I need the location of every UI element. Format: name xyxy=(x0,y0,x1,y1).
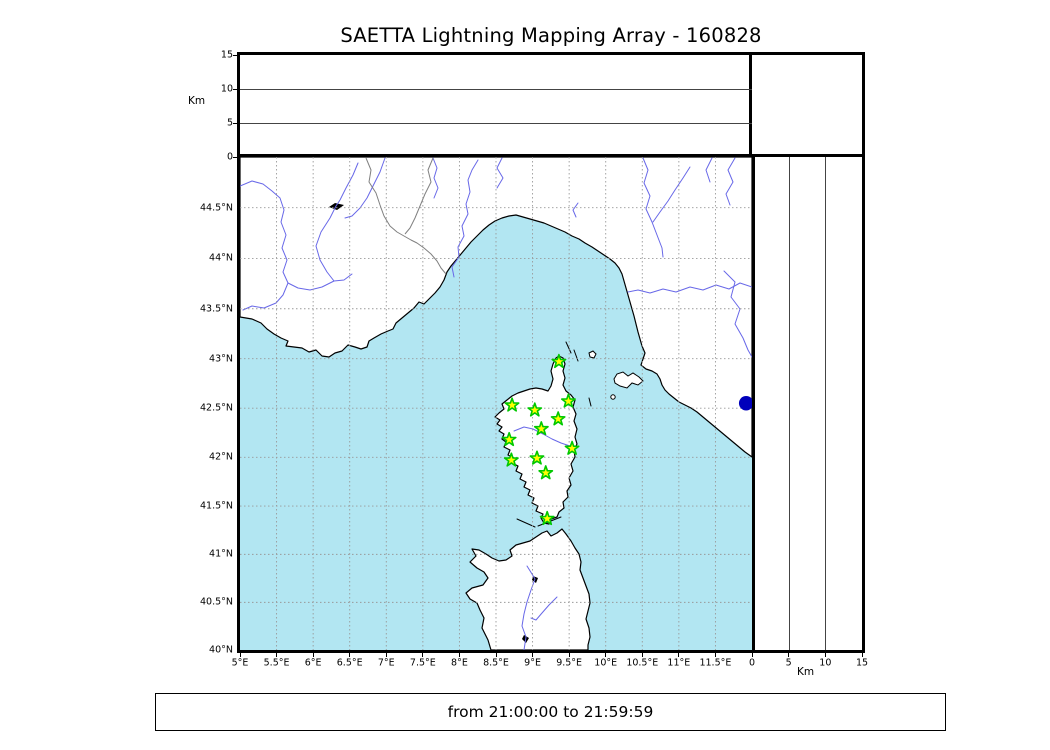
altitude-longitude-panel xyxy=(237,52,755,160)
rivers xyxy=(240,157,752,650)
altitude-gridline xyxy=(788,157,790,650)
longitude-tick xyxy=(458,653,460,657)
altitude-gridline xyxy=(240,123,752,124)
coastline-sardinia xyxy=(465,528,591,650)
altitude-tick-label: 0 xyxy=(748,657,756,669)
island-elba xyxy=(613,371,644,389)
altitude-gridline xyxy=(240,89,752,90)
longitude-tick-label: 5°E xyxy=(231,657,249,669)
lma-station-star xyxy=(529,450,545,465)
longitude-tick-label: 10.5°E xyxy=(626,657,659,669)
longitude-tick-label: 11.5°E xyxy=(699,657,732,669)
longitude-tick-label: 7.5°E xyxy=(409,657,436,669)
altitude-tick-label: 10 xyxy=(220,83,233,95)
altitude-tick-label: 5 xyxy=(785,657,792,669)
map-panel xyxy=(237,154,755,653)
latitude-tick-label: 43.5°N xyxy=(199,303,233,314)
country-borders xyxy=(365,157,447,275)
longitude-tick xyxy=(678,653,680,657)
longitude-tick xyxy=(641,653,643,657)
longitude-tick-label: 9.5°E xyxy=(556,657,583,669)
latitude-tick-label: 44.5°N xyxy=(199,201,233,213)
altitude-tick xyxy=(233,54,237,56)
longitude-tick xyxy=(605,653,607,657)
altitude-tick xyxy=(861,653,863,657)
longitude-tick xyxy=(312,653,314,657)
time-range-box: from 21:00:00 to 21:59:59 xyxy=(155,693,946,731)
lma-station-star xyxy=(527,402,543,417)
altitude-gridline xyxy=(825,157,827,650)
lake-serre-poncon xyxy=(329,203,344,210)
altitude-latitude-panel xyxy=(749,154,865,653)
altitude-tick-label: 15 xyxy=(220,49,233,61)
longitude-tick-label: 5.5°E xyxy=(263,657,290,669)
page-title: SAETTA Lightning Mapping Array - 160828 xyxy=(340,24,762,47)
coast-details xyxy=(516,341,592,528)
altitude-tick xyxy=(233,156,237,158)
longitude-tick xyxy=(422,653,424,657)
longitude-tick-label: 6.5°E xyxy=(336,657,363,669)
longitude-tick xyxy=(276,653,278,657)
altitude-tick-label: 0 xyxy=(226,151,233,163)
altitude-tick xyxy=(233,88,237,90)
longitude-tick-label: 9°E xyxy=(524,657,541,669)
longitude-tick-label: 7°E xyxy=(377,657,395,669)
longitude-tick-label: 8°E xyxy=(451,657,468,669)
lma-station-star xyxy=(539,510,555,526)
altitude-tick-label: 15 xyxy=(855,657,869,669)
latitude-tick-label: 43°N xyxy=(209,352,233,364)
latitude-tick-label: 40.5°N xyxy=(199,596,233,608)
lma-station-star xyxy=(533,421,549,436)
coastline-corsica xyxy=(494,355,578,525)
altitude-tick-label: 5 xyxy=(226,117,233,129)
longitude-tick xyxy=(239,653,241,657)
lightning-source-dot xyxy=(738,396,752,411)
corner-panel xyxy=(749,52,865,160)
longitude-tick xyxy=(349,653,351,657)
latitude-tick-label: 42°N xyxy=(209,451,233,463)
longitude-tick xyxy=(714,653,716,657)
latitude-tick-label: 44°N xyxy=(209,252,233,264)
longitude-tick xyxy=(532,653,534,657)
lma-station-star xyxy=(551,353,567,369)
latitude-tick-label: 42.5°N xyxy=(199,402,233,414)
lma-station-star xyxy=(504,397,520,412)
latitude-tick-label: 41.5°N xyxy=(199,500,233,512)
altitude-tick xyxy=(233,122,237,124)
longitude-tick xyxy=(495,653,497,657)
island-montecristo xyxy=(610,394,616,400)
longitude-tick-label: 10°E xyxy=(594,657,618,669)
lma-station-star xyxy=(564,440,580,455)
altitude-axis-label-left: Km xyxy=(188,95,206,107)
lma-station-star xyxy=(560,393,576,408)
island-capraia xyxy=(588,350,597,359)
lma-stations xyxy=(501,353,752,526)
latitude-tick-label: 41°N xyxy=(209,548,233,560)
lma-station-star xyxy=(538,465,554,480)
longitude-tick xyxy=(385,653,387,657)
latitude-tick-label: 40°N xyxy=(209,644,233,656)
longitude-tick-label: 8.5°E xyxy=(483,657,509,669)
altitude-axis-label-right: Km xyxy=(797,666,815,678)
longitude-tick xyxy=(568,653,570,657)
longitude-tick-label: 11°E xyxy=(667,657,691,669)
altitude-tick xyxy=(824,653,826,657)
lma-station-star xyxy=(503,452,519,467)
lma-station-star xyxy=(550,411,566,426)
time-range-label: from 21:00:00 to 21:59:59 xyxy=(447,703,654,721)
map-plot xyxy=(240,157,752,650)
longitude-tick-label: 6°E xyxy=(304,657,322,669)
altitude-tick xyxy=(751,653,753,657)
map-graticule xyxy=(240,157,752,650)
lma-station-star xyxy=(501,431,517,447)
altitude-tick-label: 10 xyxy=(819,657,832,669)
altitude-tick xyxy=(788,653,790,657)
coastline-mainland xyxy=(240,157,752,458)
